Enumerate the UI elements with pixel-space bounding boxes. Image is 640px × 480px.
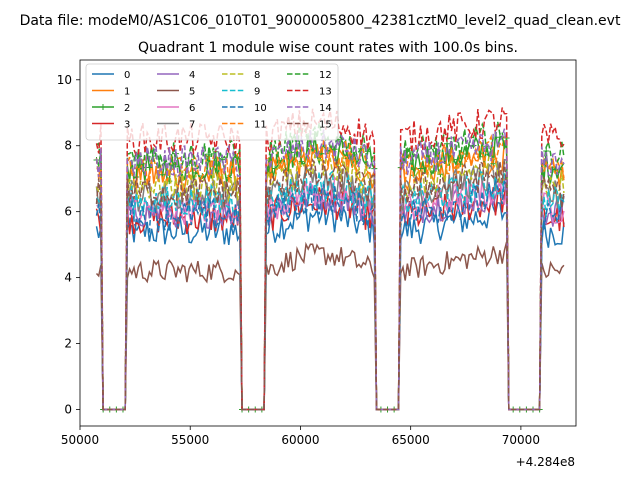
legend-label-14: 14 <box>319 103 332 114</box>
x-tick-label: 60000 <box>281 433 319 447</box>
legend-label-7: 7 <box>189 120 195 131</box>
legend-label-8: 8 <box>254 70 260 81</box>
legend-label-10: 10 <box>254 103 267 114</box>
series-line-10 <box>95 178 565 411</box>
y-tick-label: 4 <box>64 271 72 285</box>
x-tick-label: 65000 <box>392 433 430 447</box>
legend-label-13: 13 <box>319 87 332 98</box>
x-tick-label: 70000 <box>502 433 540 447</box>
series-marker-2 <box>444 140 451 147</box>
legend-label-1: 1 <box>124 87 130 98</box>
figure-suptitle: Data file: modeM0/AS1C06_010T01_90000058… <box>20 13 621 29</box>
series-marker-2 <box>457 161 464 168</box>
chart-title: Quadrant 1 module wise count rates with … <box>138 40 518 56</box>
series-line-15 <box>95 158 565 411</box>
series-line-14 <box>95 128 565 411</box>
x-tick-label: 50000 <box>61 433 99 447</box>
series-line-9 <box>95 169 565 411</box>
series-line-12 <box>96 121 565 411</box>
y-tick-label: 2 <box>64 337 72 351</box>
legend-marker-2 <box>100 104 106 110</box>
legend-label-5: 5 <box>189 87 195 98</box>
series-line-13 <box>95 107 565 411</box>
x-tick-label: 55000 <box>171 433 209 447</box>
legend-label-9: 9 <box>254 87 260 98</box>
plot-area <box>93 107 565 413</box>
legend-label-0: 0 <box>124 70 130 81</box>
legend-label-4: 4 <box>189 70 195 81</box>
legend-label-6: 6 <box>189 103 195 114</box>
plot-frame <box>79 59 577 427</box>
series-line-5 <box>95 241 565 411</box>
y-tick-label: 6 <box>64 205 72 219</box>
y-tick-label: 0 <box>64 403 72 417</box>
y-tick-label: 10 <box>57 73 72 87</box>
series-marker-2 <box>298 158 305 165</box>
y-tick-label: 8 <box>64 139 72 153</box>
x-axis-offset-label: +4.284e8 <box>516 455 575 469</box>
series-line-4 <box>95 177 565 411</box>
legend-box <box>85 63 339 141</box>
legend-label-11: 11 <box>254 120 267 131</box>
series-line-0 <box>95 199 565 411</box>
series-line-8 <box>95 153 565 411</box>
legend-label-12: 12 <box>319 70 332 81</box>
legend-label-2: 2 <box>124 103 130 114</box>
series-marker-2 <box>146 164 153 171</box>
legend-label-15: 15 <box>319 120 332 131</box>
legend-label-3: 3 <box>124 120 130 131</box>
